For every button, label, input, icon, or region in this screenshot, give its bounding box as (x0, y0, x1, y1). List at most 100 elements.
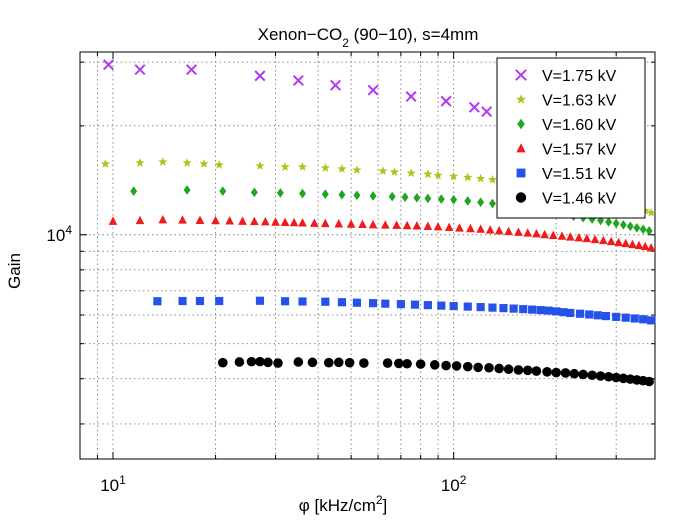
data-point-v-1-51-kv-20 (488, 303, 497, 312)
data-point-v-1-57-kv-18 (346, 219, 356, 228)
data-point-v-1-57-kv-12 (280, 217, 290, 226)
data-point-v-1-60-kv-18 (477, 197, 485, 208)
data-point-v-1-51-kv-23 (519, 305, 528, 314)
data-point-v-1-51-kv-29 (566, 308, 575, 318)
data-point-v-1-51-kv-37 (639, 315, 648, 324)
data-point-v-1-57-kv-34 (514, 227, 523, 236)
data-point-v-1-63-kv-21 (487, 174, 498, 184)
legend-item-v-1-75-kv: V=1.75 kV (515, 68, 617, 85)
data-point-v-1-60-kv-14 (424, 193, 432, 204)
data-point-v-1-63-kv-7 (255, 161, 265, 170)
data-point-v-1-57-kv-21 (380, 220, 390, 229)
data-point-v-1-46-kv-20 (462, 361, 473, 372)
data-point-v-1-46-kv-19 (451, 361, 462, 371)
legend-marker-v-1-60-kv (517, 118, 525, 130)
data-point-v-1-60-kv-29 (588, 214, 596, 224)
data-point-v-1-63-kv-6 (214, 160, 224, 169)
data-point-v-1-60-kv-11 (388, 191, 396, 202)
x-tick-label-10-1: 101 (100, 473, 126, 495)
data-point-v-1-63-kv-3 (158, 157, 168, 166)
legend-item-v-1-46-kv: V=1.46 kV (515, 191, 617, 208)
data-point-v-1-51-kv-25 (536, 306, 545, 315)
data-point-v-1-46-kv-28 (542, 367, 552, 377)
data-point-v-1-60-kv-31 (605, 217, 613, 227)
data-point-v-1-51-kv-21 (499, 304, 508, 313)
data-point-v-1-57-kv-40 (565, 232, 575, 241)
data-point-v-1-57-kv-19 (358, 219, 367, 229)
data-point-v-1-46-kv-11 (344, 357, 355, 368)
data-point-v-1-46-kv-2 (234, 357, 245, 367)
data-point-v-1-46-kv-9 (323, 357, 334, 368)
data-point-v-1-57-kv-14 (298, 218, 307, 227)
data-point-v-1-57-kv-23 (402, 220, 412, 230)
data-point-v-1-63-kv-9 (297, 162, 308, 171)
data-point-v-1-63-kv-19 (463, 172, 473, 182)
data-point-v-1-51-kv-31 (585, 310, 594, 319)
data-point-v-1-57-kv-41 (574, 232, 584, 242)
data-point-v-1-51-kv-9 (337, 298, 347, 307)
data-point-v-1-46-kv-26 (522, 365, 533, 376)
data-point-v-1-60-kv-32 (612, 218, 620, 229)
data-point-v-1-51-kv-22 (509, 304, 518, 313)
data-point-v-1-57-kv-48 (628, 239, 637, 249)
data-point-v-1-46-kv-29 (551, 367, 562, 378)
data-point-v-1-46-kv-8 (307, 357, 318, 368)
data-point-v-1-51-kv-38 (647, 316, 656, 325)
data-point-v-1-57-kv-25 (423, 221, 433, 230)
data-point-v-1-57-kv-11 (271, 217, 280, 226)
data-point-v-1-51-kv-13 (396, 300, 405, 309)
data-point-v-1-60-kv-33 (619, 220, 627, 230)
data-point-v-1-51-kv-15 (423, 301, 432, 310)
legend-marker-v-1-75-kv (515, 69, 527, 81)
data-point-v-1-60-kv-17 (464, 196, 472, 206)
legend-item-v-1-63-kv: V=1.63 kV (516, 93, 617, 110)
data-point-v-1-63-kv-2 (135, 158, 145, 167)
data-point-v-1-46-kv-6 (273, 358, 283, 368)
data-point-v-1-60-kv-35 (633, 223, 641, 233)
data-point-v-1-57-kv-49 (634, 240, 644, 250)
data-point-v-1-46-kv-21 (473, 362, 483, 373)
data-point-v-1-46-kv-27 (531, 366, 542, 376)
data-point-v-1-46-kv-23 (494, 363, 504, 374)
data-point-v-1-60-kv-4 (250, 187, 258, 198)
data-point-v-1-57-kv-51 (646, 243, 656, 252)
data-point-v-1-57-kv-1 (108, 216, 118, 225)
data-point-v-1-57-kv-30 (476, 224, 485, 233)
data-point-v-1-63-kv-11 (337, 164, 347, 173)
data-point-v-1-60-kv-3 (219, 186, 227, 196)
data-point-v-1-46-kv-7 (293, 357, 304, 367)
data-point-v-1-60-kv-1 (130, 186, 138, 196)
data-point-v-1-51-kv-10 (352, 298, 361, 307)
data-point-v-1-51-kv-1 (153, 297, 162, 306)
legend-label-v-1-63-kv: V=1.63 kV (542, 93, 617, 110)
series-v-1-46-kv (217, 356, 654, 387)
data-point-v-1-57-kv-17 (334, 219, 344, 228)
data-point-v-1-57-kv-29 (466, 223, 475, 233)
y-tick-label-10-4: 104 (46, 223, 72, 245)
data-point-v-1-57-kv-36 (532, 229, 541, 238)
data-point-v-1-51-kv-4 (215, 296, 224, 306)
data-point-v-1-63-kv-8 (280, 162, 290, 171)
data-point-v-1-46-kv-24 (503, 364, 514, 375)
data-point-v-1-63-kv-10 (320, 163, 330, 172)
data-point-v-1-46-kv-5 (263, 357, 273, 368)
data-point-v-1-51-kv-30 (575, 309, 585, 318)
data-point-v-1-51-kv-27 (552, 307, 561, 316)
data-point-v-1-57-kv-32 (494, 225, 504, 235)
data-point-v-1-57-kv-43 (590, 234, 600, 244)
data-point-v-1-75-kv-2 (134, 64, 146, 76)
data-point-v-1-46-kv-4 (255, 356, 265, 367)
data-point-v-1-57-kv-24 (412, 221, 422, 230)
series-v-1-57-kv (108, 214, 656, 252)
y-axis-label: Gain (5, 253, 24, 289)
data-point-v-1-75-kv-6 (330, 79, 342, 91)
data-point-v-1-46-kv-12 (359, 358, 369, 368)
legend-item-v-1-60-kv: V=1.60 kV (517, 117, 617, 134)
data-point-v-1-63-kv-20 (476, 173, 486, 183)
data-point-v-1-46-kv-13 (382, 358, 393, 368)
chart-legend: V=1.75 kV V=1.63 kV V=1.60 kV V=1.57 kV V=1.… (496, 57, 646, 219)
data-point-v-1-63-kv-16 (423, 169, 433, 179)
data-point-v-1-46-kv-41 (644, 376, 654, 387)
